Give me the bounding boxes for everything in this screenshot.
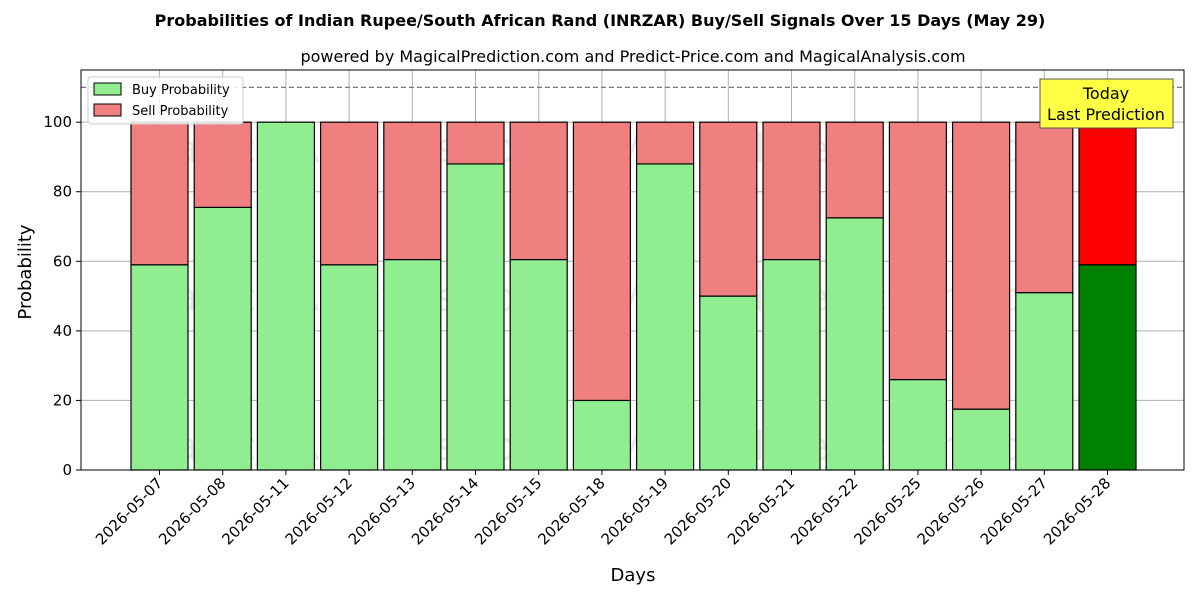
today-annotation-box [1039, 78, 1174, 129]
sell-bar [446, 121, 505, 165]
buy-bar [951, 408, 1011, 471]
sell-bar [762, 121, 821, 261]
buy-bar [509, 258, 568, 471]
legend-buy-label: Buy Probability [132, 83, 230, 98]
buy-bar [825, 217, 884, 471]
y-tick-label: 100 [43, 113, 72, 131]
sell-bar [572, 121, 632, 402]
legend: Buy Probability Sell Probability [87, 76, 244, 125]
legend-frame [87, 76, 244, 125]
buy-bar [762, 258, 821, 471]
y-tick-label: 80 [53, 183, 72, 201]
buy-bar [635, 163, 695, 471]
legend-sell-label: Sell Probability [132, 104, 229, 119]
sell-bar [320, 121, 379, 266]
chart-title: Probabilities of Indian Rupee/South Afri… [155, 11, 1046, 30]
y-axis-label: Probability [15, 224, 36, 319]
y-tick-label: 40 [53, 322, 72, 340]
today-annotation-line2: Last Prediction [1047, 105, 1165, 124]
sell-bar [1015, 121, 1074, 294]
buy-bar [446, 163, 505, 471]
chart-subtitle: powered by MagicalPrediction.com and Pre… [300, 47, 965, 66]
sell-bar [635, 121, 695, 165]
buy-bar [193, 206, 252, 471]
buy-bar [320, 264, 379, 471]
buy-bar [383, 258, 442, 471]
buy-bar [888, 378, 948, 471]
sell-bar [130, 121, 189, 266]
today-annotation: Today Last Prediction [1039, 78, 1174, 129]
buy-bar [1015, 292, 1074, 471]
sell-bar [951, 121, 1011, 410]
legend-buy-swatch [93, 82, 122, 96]
today-annotation-line1: Today [1082, 84, 1129, 103]
sell-bar [699, 121, 758, 297]
legend-sell-swatch [93, 103, 122, 117]
buy-bar [572, 399, 632, 471]
sell-bar [825, 121, 884, 219]
y-tick-label: 20 [53, 391, 72, 409]
buy-bar [699, 295, 758, 471]
y-tick-label: 60 [53, 252, 72, 270]
buy-bar [256, 121, 315, 471]
sell-bar [509, 121, 568, 261]
buy-bar [130, 264, 189, 471]
sell-bar [1078, 121, 1137, 266]
sell-bar [888, 121, 948, 381]
sell-bar [383, 121, 442, 261]
sell-bar [193, 121, 252, 208]
bar-layer [130, 121, 1137, 471]
buy-bar [1078, 264, 1137, 471]
y-tick-label: 0 [62, 461, 72, 479]
x-axis-label: Days [611, 565, 656, 586]
plot-frame [80, 69, 1185, 471]
